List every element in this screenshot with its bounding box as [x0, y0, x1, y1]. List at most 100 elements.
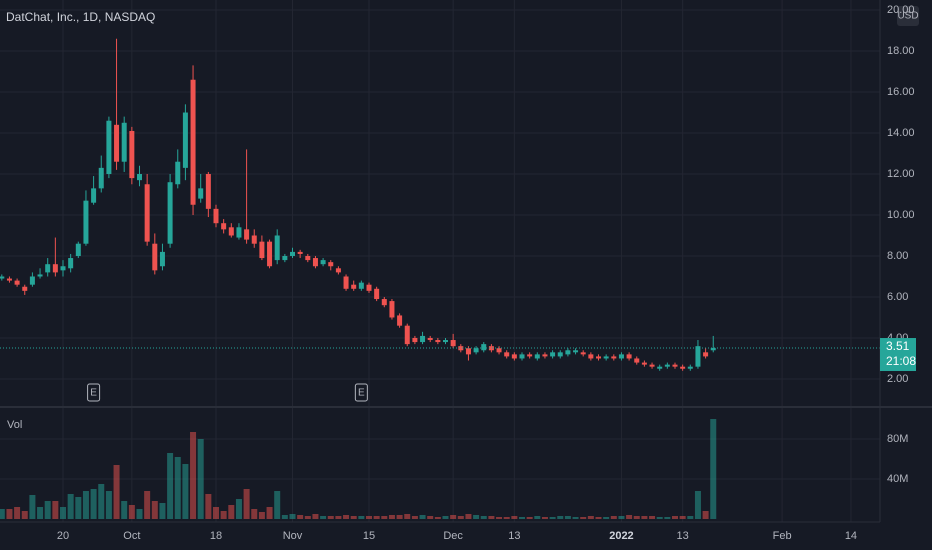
y-tick-label: 14.00: [887, 127, 915, 139]
candle-body: [504, 352, 510, 357]
volume-bar: [427, 516, 434, 519]
candle-body: [534, 354, 540, 359]
candle-body: [228, 227, 234, 236]
candle-body: [282, 255, 288, 261]
volume-bar: [541, 517, 548, 519]
volume-bar: [618, 516, 625, 519]
candle-body: [710, 348, 716, 351]
y-tick-label: 16.00: [887, 86, 915, 98]
candle-body: [290, 251, 295, 256]
candle-body: [251, 235, 257, 244]
y-tick-label: 10.00: [887, 209, 915, 221]
volume-bar: [266, 507, 273, 519]
candle-body: [137, 174, 142, 181]
volume-bar: [14, 507, 21, 519]
candle-body: [366, 284, 372, 291]
candle-body: [175, 161, 181, 185]
volume-bar: [60, 507, 66, 519]
volume-bar: [350, 516, 357, 519]
x-tick-label: Feb: [773, 530, 792, 542]
volume-bar: [297, 515, 304, 519]
candle-body: [221, 223, 227, 230]
candle-body: [190, 79, 196, 205]
volume-bar: [503, 517, 510, 519]
candle-body: [305, 255, 311, 261]
y-tick-label: 6.00: [887, 291, 908, 303]
candle-body: [641, 362, 647, 365]
volume-bar: [411, 516, 418, 519]
volume-bar: [67, 494, 74, 519]
volume-bar: [197, 439, 204, 519]
volume-bar: [0, 509, 5, 519]
candle-body: [550, 352, 556, 357]
volume-bar: [105, 491, 112, 519]
volume-bar: [526, 517, 533, 519]
candle-body: [450, 340, 456, 347]
volume-bar: [174, 457, 181, 519]
candle-body: [205, 174, 211, 209]
candle-body: [22, 286, 28, 291]
volume-bar: [519, 517, 525, 519]
candle-body: [297, 251, 303, 254]
volume-bar: [626, 515, 633, 519]
candle-body: [703, 352, 709, 357]
y-tick-label: 2.00: [887, 373, 908, 385]
candle-body: [167, 182, 173, 244]
candle-body: [458, 346, 464, 351]
volume-label: Vol: [7, 419, 22, 431]
volume-bar: [6, 509, 13, 519]
candle-body: [649, 364, 655, 367]
volume-bar: [136, 509, 143, 519]
candle-body: [404, 325, 410, 345]
candle-body: [152, 243, 158, 271]
candle-body: [465, 348, 471, 355]
candle-body: [75, 243, 81, 256]
candle-body: [397, 315, 403, 326]
x-tick-label: 14: [845, 530, 857, 542]
candle-body: [335, 268, 341, 273]
earnings-marker: [354, 383, 368, 402]
volume-bar: [75, 497, 82, 519]
volume-bar: [496, 517, 503, 519]
y-tick-label: 20.00: [887, 4, 915, 16]
candle-body: [618, 354, 624, 359]
volume-bar: [381, 516, 388, 519]
candle-body: [312, 258, 318, 267]
volume-bar: [388, 515, 395, 519]
volume-bar: [702, 511, 709, 519]
volume-bar: [672, 516, 678, 519]
candle-body: [557, 352, 563, 357]
candle-body: [580, 352, 586, 355]
volume-bar: [121, 501, 128, 519]
volume-bar: [251, 509, 258, 519]
volume-bar: [488, 516, 495, 519]
candle-body: [121, 122, 127, 162]
candle-body: [244, 229, 250, 240]
candle-body: [420, 335, 426, 343]
candle-body: [37, 274, 43, 277]
candle-body: [588, 354, 594, 359]
candle-body: [687, 366, 693, 369]
volume-bar: [113, 465, 120, 519]
x-tick-label: 20: [57, 530, 69, 542]
candle-body: [389, 301, 395, 318]
earnings-label: E: [358, 388, 365, 399]
volume-bar: [37, 507, 44, 519]
candle-body: [213, 208, 219, 224]
volume-bar: [419, 515, 426, 519]
volume-bar: [289, 514, 296, 519]
marks: [0, 38, 880, 519]
x-tick-label: 18: [210, 530, 222, 542]
candle-body: [473, 348, 479, 353]
currency-badge[interactable]: [897, 6, 919, 26]
volume-bar: [465, 514, 472, 519]
candle-body: [412, 337, 418, 343]
candle-body: [527, 354, 533, 357]
volume-bar: [228, 505, 235, 519]
volume-bar: [450, 515, 457, 519]
volume-bar: [473, 515, 480, 519]
last-price-box: [880, 338, 916, 372]
candle-body: [60, 266, 66, 271]
